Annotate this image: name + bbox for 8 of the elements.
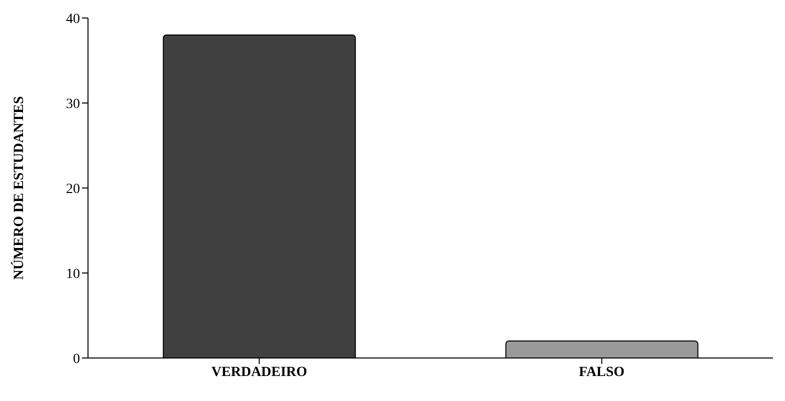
- y-tick-label: 0: [73, 352, 80, 367]
- y-tick-label: 20: [66, 182, 80, 197]
- x-tick-label: FALSO: [578, 364, 625, 380]
- y-tick-label: 40: [66, 12, 80, 27]
- x-tick-label: VERDADEIRO: [211, 364, 308, 380]
- y-tick-label: 30: [66, 96, 80, 112]
- y-axis-title: NÚMERO DE ESTUDANTES: [10, 96, 27, 280]
- y-tick-label: 10: [66, 266, 80, 282]
